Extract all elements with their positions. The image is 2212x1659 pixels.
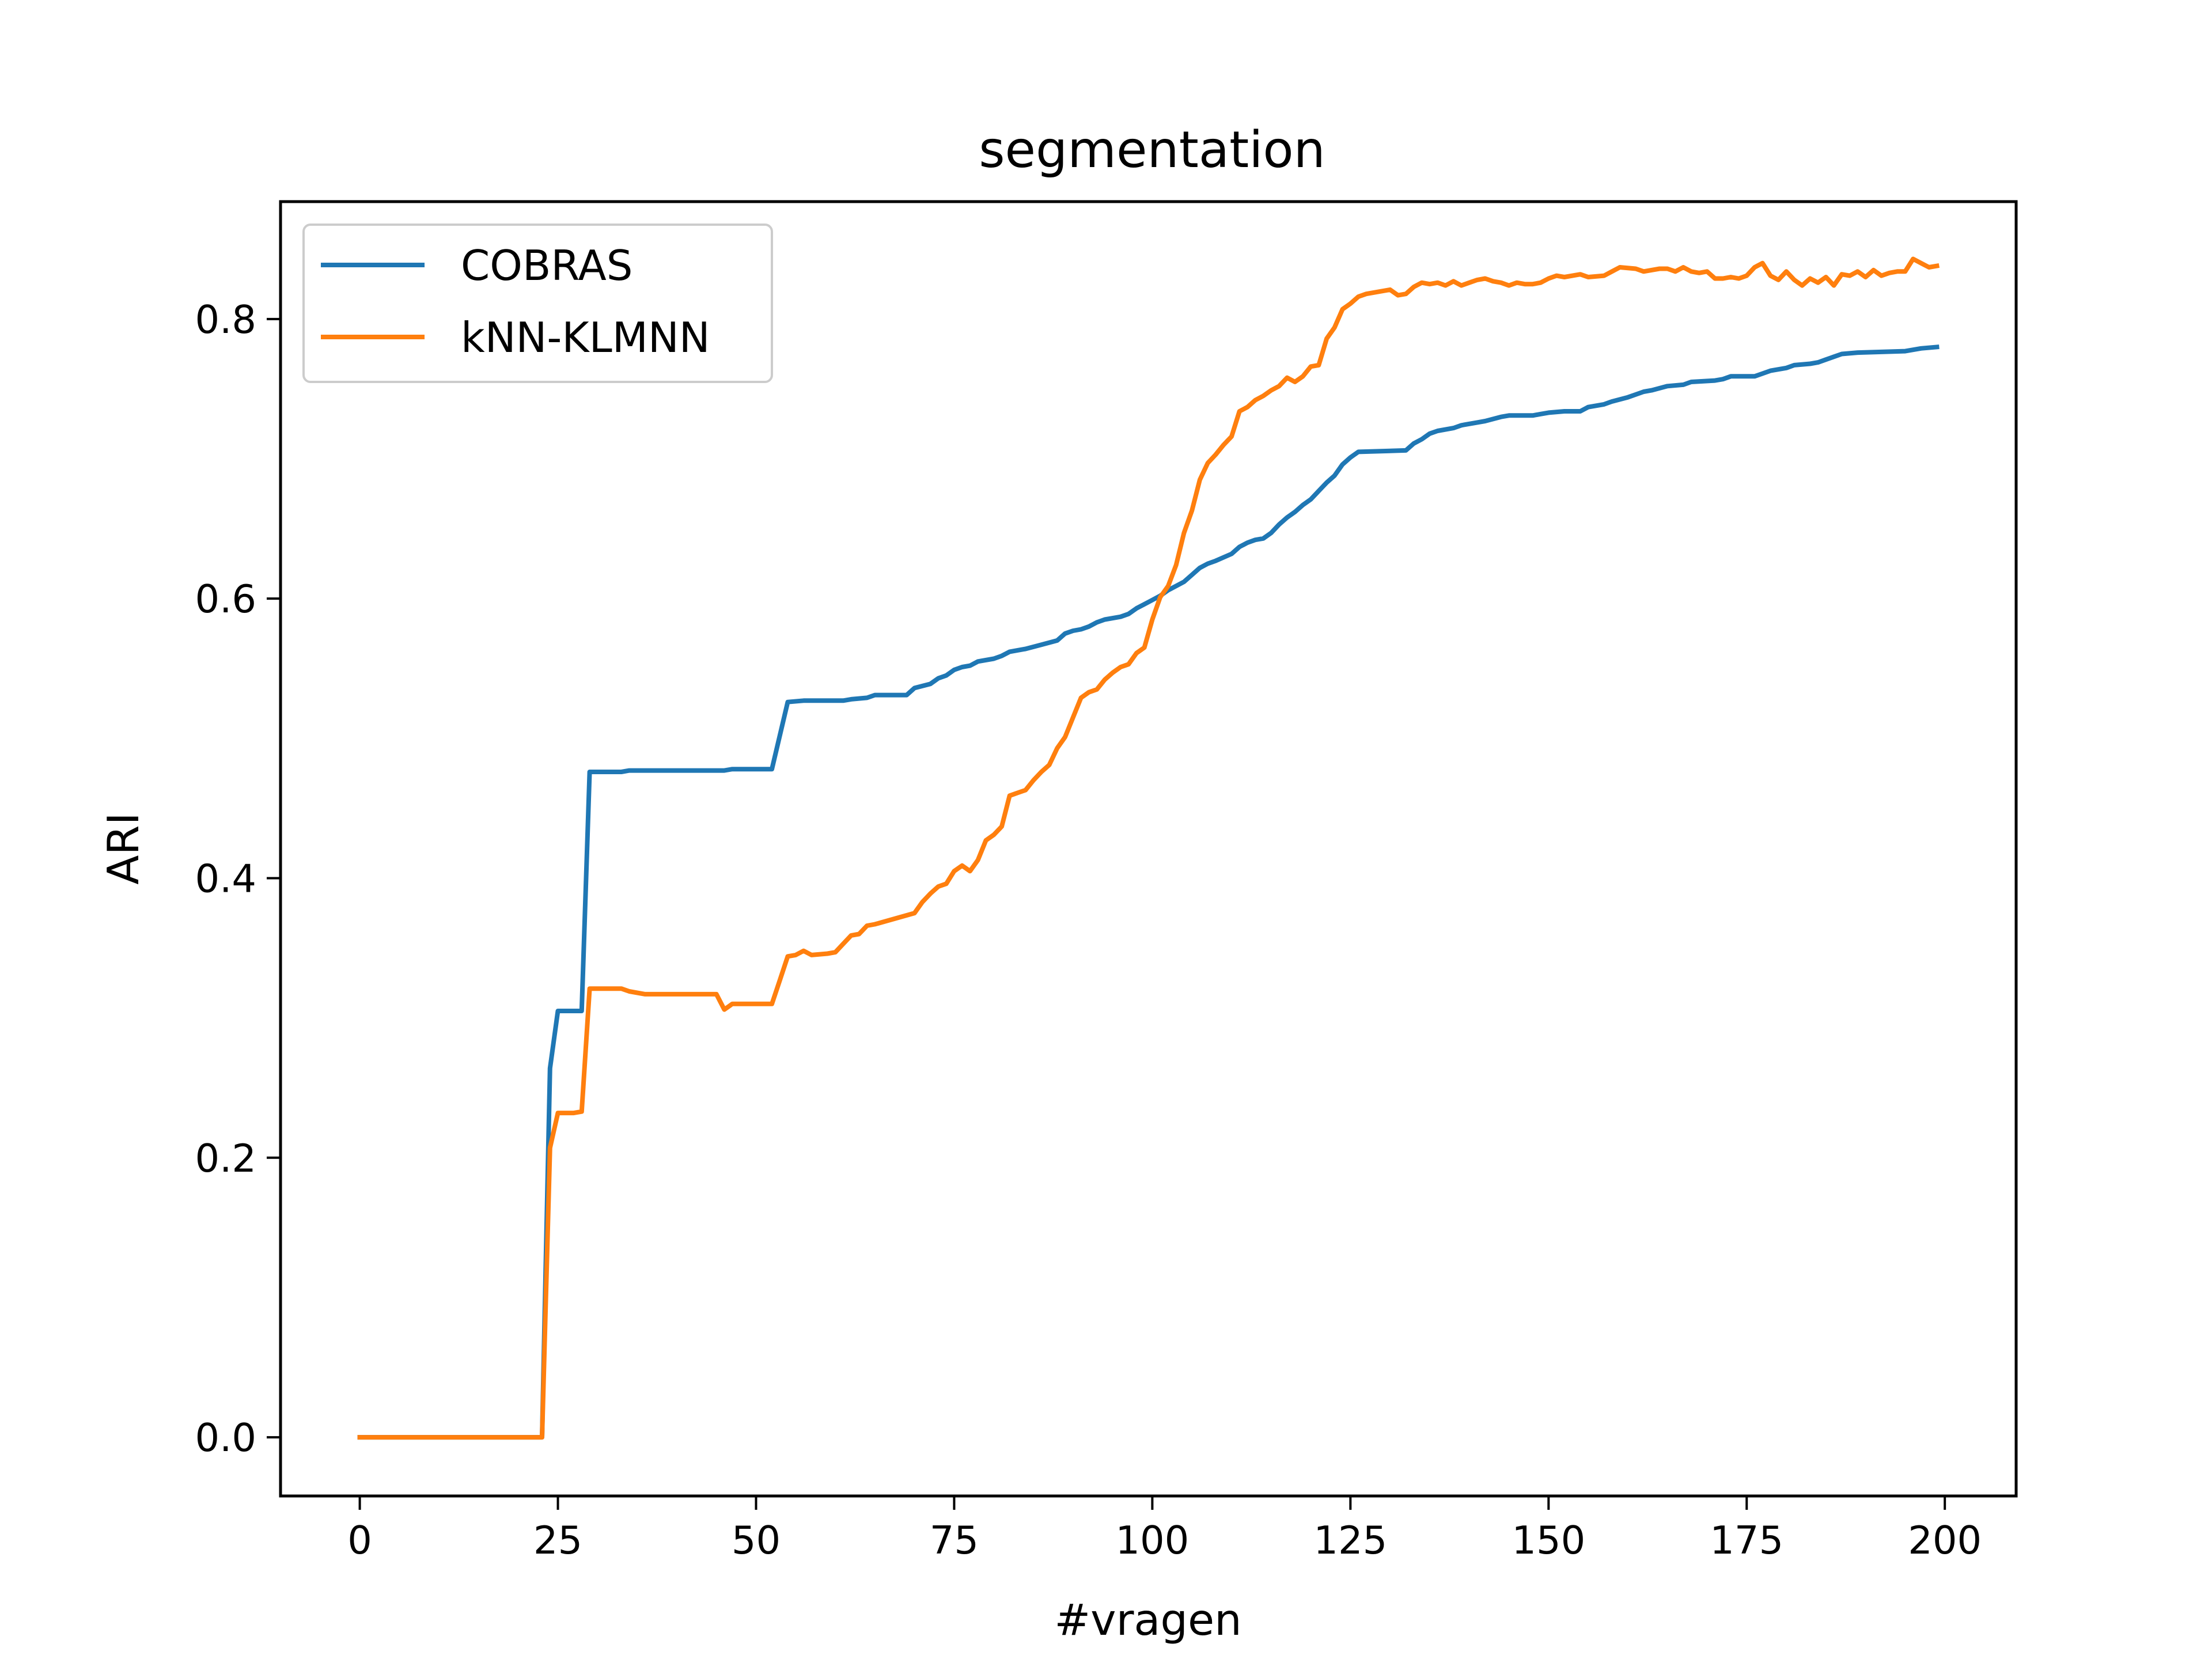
- x-tick-label: 200: [1908, 1518, 1982, 1563]
- series-line-knn-klmnn: [357, 256, 1940, 1440]
- x-tick-label: 150: [1512, 1518, 1585, 1563]
- y-axis-label: ARI: [98, 812, 149, 885]
- series-layer: [357, 256, 1940, 1440]
- x-tick-label: 125: [1313, 1518, 1387, 1563]
- y-tick-label: 0.6: [195, 577, 256, 622]
- x-tick-label: 25: [533, 1518, 582, 1563]
- series-line-cobras: [357, 344, 1940, 1440]
- plot-area-frame: [279, 200, 2018, 1498]
- y-tick-label: 0.0: [195, 1415, 256, 1460]
- x-tick-label: 175: [1710, 1518, 1783, 1563]
- chart-title: segmentation: [979, 120, 1325, 179]
- x-tick-label: 50: [732, 1518, 781, 1563]
- y-axis-ticks: 0.0 0.2 0.4 0.6 0.8: [195, 297, 281, 1460]
- x-tick-label: 100: [1115, 1518, 1189, 1563]
- x-axis-label: #vragen: [1054, 1594, 1241, 1645]
- y-tick-label: 0.4: [195, 856, 256, 901]
- legend-label-cobras: COBRAS: [461, 241, 632, 290]
- y-tick-label: 0.8: [195, 297, 256, 342]
- legend: COBRAS kNN-KLMNN: [302, 224, 773, 383]
- x-tick-label: 75: [930, 1518, 979, 1563]
- x-tick-label: 0: [347, 1518, 372, 1563]
- x-axis-ticks: 0 25 50 75 100 125 150 175 200: [347, 1496, 1982, 1563]
- legend-label-knn-klmnn: kNN-KLMNN: [461, 313, 710, 362]
- y-tick-label: 0.2: [195, 1136, 256, 1181]
